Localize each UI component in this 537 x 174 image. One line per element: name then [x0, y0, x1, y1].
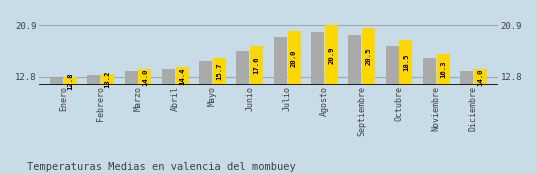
Bar: [474, 69, 487, 85]
Bar: [199, 61, 212, 85]
Text: 13.2: 13.2: [105, 71, 111, 88]
Text: Temperaturas Medias en valencia del mombuey: Temperaturas Medias en valencia del momb…: [27, 162, 295, 172]
Bar: [213, 58, 226, 85]
Text: 20.5: 20.5: [366, 48, 372, 65]
Text: 20.9: 20.9: [328, 46, 335, 64]
Bar: [400, 40, 412, 85]
Text: 14.4: 14.4: [179, 67, 185, 85]
Bar: [162, 69, 175, 85]
Bar: [362, 28, 375, 85]
Bar: [101, 74, 114, 85]
Bar: [64, 77, 77, 85]
Bar: [386, 46, 398, 85]
Bar: [176, 66, 188, 85]
Bar: [287, 31, 301, 85]
Bar: [274, 37, 287, 85]
Bar: [325, 25, 338, 85]
Bar: [349, 35, 361, 85]
Bar: [139, 69, 151, 85]
Text: 17.6: 17.6: [254, 57, 260, 74]
Bar: [423, 58, 436, 85]
Text: 20.0: 20.0: [291, 49, 297, 67]
Bar: [250, 46, 263, 85]
Text: 16.3: 16.3: [440, 61, 446, 78]
Text: 14.0: 14.0: [142, 68, 148, 86]
Text: 15.7: 15.7: [216, 63, 222, 80]
Text: 18.5: 18.5: [403, 54, 409, 72]
Bar: [50, 78, 63, 85]
Bar: [437, 54, 449, 85]
Bar: [236, 51, 250, 85]
Bar: [460, 71, 473, 85]
Text: 12.8: 12.8: [68, 72, 74, 90]
Bar: [88, 76, 100, 85]
Bar: [125, 71, 137, 85]
Bar: [311, 32, 324, 85]
Text: 14.0: 14.0: [477, 68, 483, 86]
